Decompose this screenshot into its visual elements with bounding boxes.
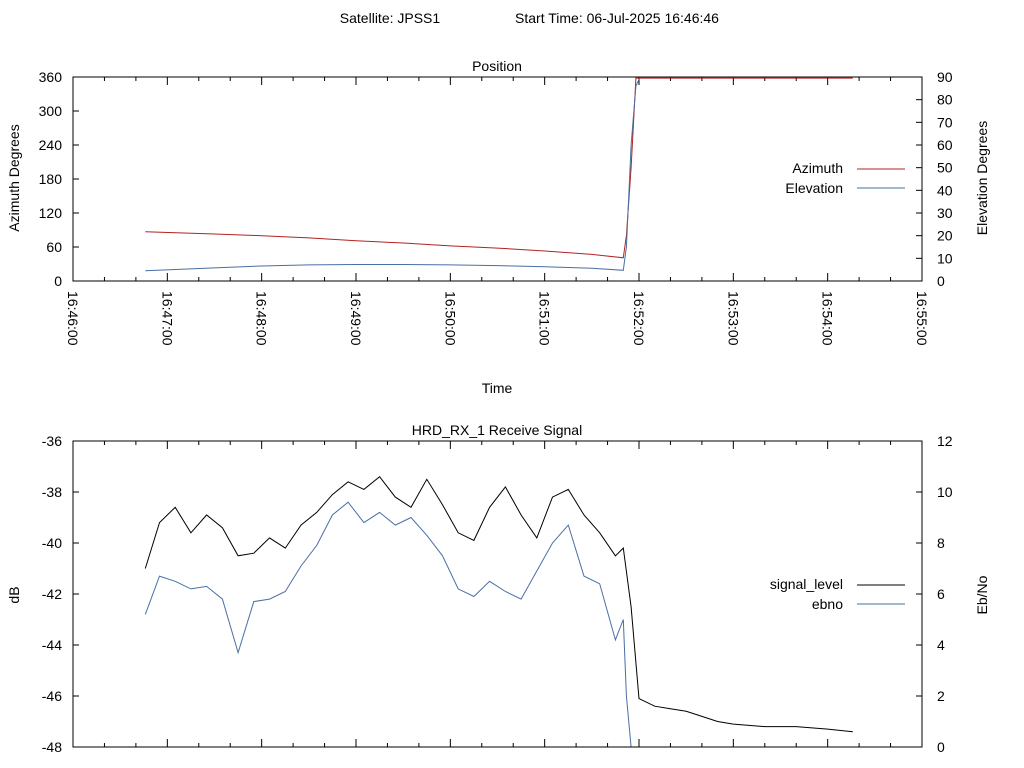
position-x-axis-label: Time (482, 380, 513, 396)
x-tick-label: 16:50:00 (442, 291, 458, 346)
series-line-ebno (144, 501, 632, 748)
y-tick-label: -44 (42, 637, 62, 653)
signal-y2-axis-label: Eb/No (974, 575, 990, 614)
y2-tick-label: 50 (937, 160, 953, 176)
x-tick-label: 16:55:00 (914, 291, 930, 346)
y2-tick-label: 40 (937, 182, 953, 198)
signal-series (144, 475, 853, 748)
legend-ebno-label: ebno (812, 596, 843, 612)
legend-elevation-label: Elevation (785, 180, 843, 196)
y-tick-label: 120 (39, 205, 63, 221)
signal-ticks: -48 -46 -44 -42 -40 -38 -36 0 2 4 6 8 10 12 (42, 433, 953, 755)
legend-azimuth-label: Azimuth (792, 160, 843, 176)
signal-y-axis-label: dB (6, 586, 22, 603)
y2-tick-label: 2 (937, 688, 945, 704)
y2-tick-label: 30 (937, 205, 953, 221)
position-y-axis-label: Azimuth Degrees (6, 124, 22, 231)
y-tick-label: -42 (42, 586, 62, 602)
position-y2-axis-label: Elevation Degrees (974, 121, 990, 235)
y-tick-label: 0 (54, 273, 62, 289)
position-legend: Azimuth Elevation (785, 160, 905, 196)
x-tick-label: 16:47:00 (159, 291, 175, 346)
signal-plot-frame (72, 440, 923, 748)
y2-tick-label: 8 (937, 535, 945, 551)
x-tick-label: 16:51:00 (537, 291, 553, 346)
series-line-azimuth (145, 77, 853, 259)
y2-tick-label: 0 (937, 739, 945, 755)
y-tick-label: 360 (39, 69, 63, 85)
y2-tick-label: 0 (937, 273, 945, 289)
y-tick-label: 300 (39, 103, 63, 119)
x-tick-label: 16:53:00 (725, 291, 741, 346)
y-tick-label: 240 (39, 137, 63, 153)
y-tick-label: 180 (39, 171, 63, 187)
y2-tick-label: 90 (937, 69, 953, 85)
signal-legend: signal_level ebno (770, 576, 905, 612)
series-line-elevation (145, 79, 640, 272)
y-tick-label: -48 (42, 739, 62, 755)
legend-signal-level-label: signal_level (770, 576, 843, 592)
x-tick-label: 16:52:00 (631, 291, 647, 346)
y2-tick-label: 12 (937, 433, 953, 449)
signal-chart-title: HRD_RX_1 Receive Signal (412, 422, 582, 438)
y2-tick-label: 60 (937, 137, 953, 153)
x-tick-label: 16:46:00 (65, 291, 81, 346)
y-tick-label: -38 (42, 484, 62, 500)
series-line-signal-level (144, 475, 853, 733)
y-tick-label: -36 (42, 433, 62, 449)
y2-tick-label: 10 (937, 484, 953, 500)
y2-tick-label: 80 (937, 92, 953, 108)
y-tick-label: -40 (42, 535, 62, 551)
x-tick-label: 16:49:00 (348, 291, 364, 346)
x-tick-label: 16:54:00 (820, 291, 836, 346)
y2-tick-label: 20 (937, 228, 953, 244)
y2-tick-label: 4 (937, 637, 945, 653)
position-ticks: 0 60 120 180 240 300 360 0 10 20 30 40 50 60 70 80 90 16:… (39, 69, 953, 346)
position-chart-title: Position (472, 58, 522, 74)
position-series (145, 77, 853, 272)
y2-tick-label: 10 (937, 250, 953, 266)
signal-chart: HRD_RX_1 Receive Signal dB Eb/No -48-46-… (6, 422, 990, 755)
start-time-label: Start Time: 06-Jul-2025 16:46:46 (515, 10, 719, 26)
position-chart: Position Azimuth Degrees Elevation Degre… (6, 58, 990, 396)
y-tick-label: -46 (42, 688, 62, 704)
position-plot-frame (72, 76, 923, 282)
y2-tick-label: 70 (937, 114, 953, 130)
x-tick-label: 16:48:00 (254, 291, 270, 346)
y2-tick-label: 6 (937, 586, 945, 602)
y-tick-label: 60 (46, 239, 62, 255)
satellite-label: Satellite: JPSS1 (340, 10, 441, 26)
